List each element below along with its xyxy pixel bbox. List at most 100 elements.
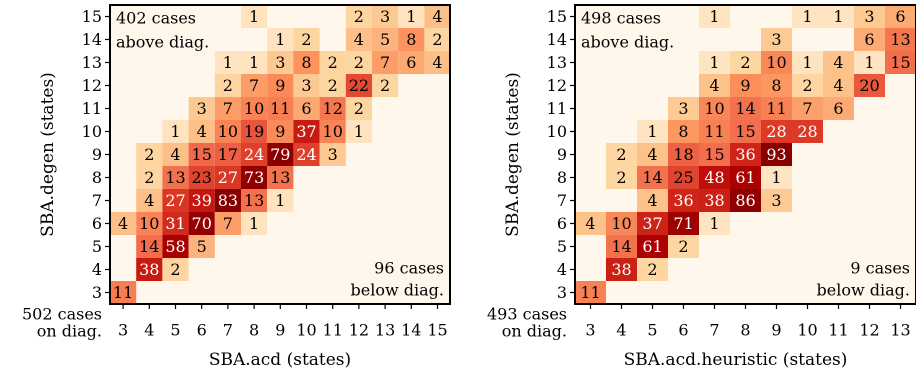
- heatmap-cell: [267, 166, 294, 189]
- above-diag-count: 402 cases: [116, 9, 196, 28]
- cell-value-label: 2: [354, 53, 364, 72]
- y-axis-label: SBA.degen (states): [38, 72, 58, 237]
- heatmap-cell: [398, 28, 425, 51]
- heatmap-cell: [424, 28, 451, 51]
- y-tick-label: 8: [557, 168, 567, 187]
- y-tick-label: 9: [92, 145, 102, 164]
- heatmap-cell: [241, 212, 268, 235]
- heatmap-cell: [293, 97, 320, 120]
- y-tick-label: 4: [557, 260, 567, 279]
- heatmap-cell: [267, 143, 294, 166]
- heatmap-cell: [668, 97, 699, 120]
- cell-value-label: 93: [766, 145, 786, 164]
- heatmap-cell: [699, 97, 730, 120]
- heatmap-cell: [136, 235, 163, 258]
- cell-value-label: 2: [328, 53, 338, 72]
- cell-value-label: 10: [323, 122, 343, 141]
- cell-value-label: 6: [301, 99, 311, 118]
- y-tick-label: 5: [92, 237, 102, 256]
- y-tick-label: 7: [557, 191, 567, 210]
- above-diag-label: above diag.: [116, 33, 209, 52]
- cell-value-label: 27: [165, 191, 185, 210]
- cell-value-label: 4: [647, 191, 657, 210]
- heatmap-cell: [730, 189, 761, 212]
- cell-value-label: 2: [301, 30, 311, 49]
- heatmap-cell: [293, 51, 320, 74]
- cell-value-label: 10: [704, 99, 724, 118]
- heatmap-cell: [885, 51, 916, 74]
- cell-value-label: 14: [642, 168, 662, 187]
- heatmap-cell: [136, 212, 163, 235]
- cell-value-label: 4: [354, 30, 364, 49]
- heatmap-cell: [761, 166, 792, 189]
- y-tick-label: 6: [557, 214, 567, 233]
- heatmap-cell: [792, 5, 823, 28]
- heatmap-cell: [668, 143, 699, 166]
- y-tick-label: 8: [92, 168, 102, 187]
- cell-value-label: 1: [833, 7, 843, 26]
- heatmap-cell: [606, 258, 637, 281]
- on-diag-count: 502 cases: [22, 305, 102, 324]
- heatmap-cell: [136, 189, 163, 212]
- cell-value-label: 10: [139, 214, 159, 233]
- cell-value-label: 3: [380, 7, 390, 26]
- heatmap-cell: [885, 5, 916, 28]
- heatmap-cell: [319, 51, 346, 74]
- heatmap-cell: [854, 74, 885, 97]
- x-axis-label: SBA.acd.heuristic (states): [624, 350, 848, 370]
- heatmap-cell: [792, 97, 823, 120]
- on-diag-label: on diag.: [502, 322, 567, 341]
- heatmap-cell: [136, 143, 163, 166]
- cell-value-label: 24: [296, 145, 316, 164]
- cell-value-label: 6: [864, 30, 874, 49]
- heatmap-cell: [699, 212, 730, 235]
- on-diag-label: on diag.: [37, 322, 102, 341]
- heatmap-cell: [241, 166, 268, 189]
- x-tick-label: 11: [323, 321, 343, 340]
- cell-value-label: 1: [275, 30, 285, 49]
- heatmap-cell: [761, 120, 792, 143]
- cell-value-label: 11: [113, 283, 133, 302]
- cell-value-label: 1: [771, 168, 781, 187]
- y-tick-label: 13: [82, 53, 102, 72]
- heatmap-cell: [241, 5, 268, 28]
- cell-value-label: 2: [354, 7, 364, 26]
- above-diag-count: 498 cases: [581, 9, 661, 28]
- cell-value-label: 37: [642, 214, 662, 233]
- heatmap-cell: [241, 97, 268, 120]
- heatmap-cell: [214, 212, 241, 235]
- cell-value-label: 4: [170, 145, 180, 164]
- heatmap-cell: [637, 189, 668, 212]
- heatmap-cell: [730, 120, 761, 143]
- cell-value-label: 1: [223, 53, 233, 72]
- heatmap-cell: [730, 51, 761, 74]
- heatmap-cell: [637, 212, 668, 235]
- heatmap-cell: [699, 74, 730, 97]
- cell-value-label: 1: [709, 53, 719, 72]
- x-tick-label: 14: [401, 321, 421, 340]
- below-diag-label: below diag.: [817, 281, 910, 300]
- heatmap-cell: [267, 28, 294, 51]
- cell-value-label: 2: [647, 260, 657, 279]
- cell-value-label: 1: [354, 122, 364, 141]
- heatmap-cell: [241, 51, 268, 74]
- heatmap-cell: [188, 212, 215, 235]
- cell-value-label: 3: [197, 99, 207, 118]
- heatmap-cell: [214, 166, 241, 189]
- heatmap-cell: [110, 281, 137, 304]
- heatmap-cell: [761, 74, 792, 97]
- cell-value-label: 3: [275, 53, 285, 72]
- x-tick-label: 4: [616, 321, 626, 340]
- heatmap-cell: [823, 5, 854, 28]
- cell-value-label: 13: [244, 191, 264, 210]
- heatmap-cell: [267, 97, 294, 120]
- heatmap-cell: [606, 235, 637, 258]
- cell-value-label: 36: [673, 191, 693, 210]
- heatmap-cell: [637, 166, 668, 189]
- cell-value-label: 25: [673, 168, 693, 187]
- x-tick-label: 11: [828, 321, 848, 340]
- heatmap-cell: [854, 5, 885, 28]
- cell-value-label: 2: [802, 76, 812, 95]
- heatmap-cell: [188, 143, 215, 166]
